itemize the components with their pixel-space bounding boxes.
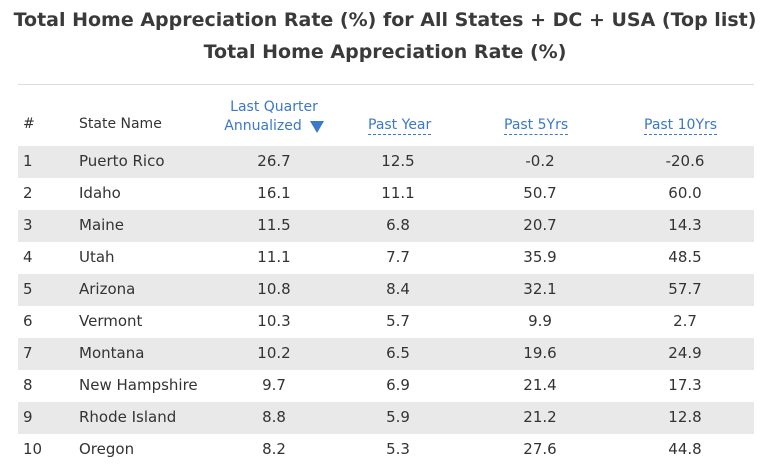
column-header-past-5yrs[interactable]: Past 5Yrs xyxy=(504,117,569,135)
table-row: 8 New Hampshire 9.7 6.9 21.4 17.3 xyxy=(18,370,754,402)
cell-past-5yrs: 21.2 xyxy=(523,408,557,426)
table-title: Total Home Appreciation Rate (%) xyxy=(203,41,567,63)
cell-past-5yrs: 50.7 xyxy=(523,184,557,202)
cell-past-5yrs: 35.9 xyxy=(523,248,557,266)
cell-rank: 2 xyxy=(23,184,33,202)
column-header-last-quarter-line2-text: Annualized xyxy=(224,118,302,134)
cell-past-year: 5.3 xyxy=(386,440,410,458)
cell-rank: 4 xyxy=(23,248,33,266)
column-header-rank: # xyxy=(23,116,35,132)
cell-last-quarter: 11.5 xyxy=(257,216,291,234)
cell-last-quarter: 11.1 xyxy=(257,248,291,266)
table-row: 7 Montana 10.2 6.5 19.6 24.9 xyxy=(18,338,754,370)
table-row: 5 Arizona 10.8 8.4 32.1 57.7 xyxy=(18,274,754,306)
cell-state-name: Vermont xyxy=(79,312,143,330)
cell-state-name: Utah xyxy=(79,248,115,266)
column-header-last-quarter-line2: Annualized xyxy=(214,117,334,136)
cell-past-5yrs: 19.6 xyxy=(523,344,557,362)
column-header-last-quarter-annualized[interactable]: Last Quarter Annualized xyxy=(214,98,334,136)
cell-past-10yrs: 14.3 xyxy=(668,216,702,234)
cell-past-10yrs: 44.8 xyxy=(668,440,702,458)
cell-rank: 8 xyxy=(23,376,33,394)
table-row: 2 Idaho 16.1 11.1 50.7 60.0 xyxy=(18,178,754,210)
cell-past-year: 5.9 xyxy=(386,408,410,426)
cell-past-year: 6.8 xyxy=(386,216,410,234)
cell-state-name: Oregon xyxy=(79,440,135,458)
page-title: Total Home Appreciation Rate (%) for All… xyxy=(13,9,757,31)
cell-state-name: Arizona xyxy=(79,280,136,298)
cell-rank: 1 xyxy=(23,152,33,170)
cell-state-name: Montana xyxy=(79,344,145,362)
column-header-state-name: State Name xyxy=(79,116,162,132)
table-body: 1 Puerto Rico 26.7 12.5 -0.2 -20.6 2 Idaho 16.1 1… xyxy=(18,146,754,466)
cell-past-10yrs: 57.7 xyxy=(668,280,702,298)
cell-rank: 6 xyxy=(23,312,33,330)
cell-past-year: 6.9 xyxy=(386,376,410,394)
sort-desc-triangle-icon[interactable] xyxy=(309,121,324,133)
column-header-past-year[interactable]: Past Year xyxy=(368,117,432,135)
cell-past-10yrs: 60.0 xyxy=(668,184,702,202)
cell-last-quarter: 26.7 xyxy=(257,152,291,170)
cell-rank: 3 xyxy=(23,216,33,234)
cell-past-year: 12.5 xyxy=(381,152,415,170)
cell-past-year: 5.7 xyxy=(386,312,410,330)
cell-past-10yrs: 48.5 xyxy=(668,248,702,266)
cell-past-5yrs: -0.2 xyxy=(525,152,555,170)
table-row: 9 Rhode Island 8.8 5.9 21.2 12.8 xyxy=(18,402,754,434)
cell-rank: 7 xyxy=(23,344,33,362)
cell-past-5yrs: 32.1 xyxy=(523,280,557,298)
cell-last-quarter: 9.7 xyxy=(262,376,286,394)
cell-past-5yrs: 9.9 xyxy=(528,312,552,330)
cell-last-quarter: 10.8 xyxy=(257,280,291,298)
header-divider xyxy=(18,84,754,85)
table-row: 4 Utah 11.1 7.7 35.9 48.5 xyxy=(18,242,754,274)
cell-last-quarter: 8.2 xyxy=(262,440,286,458)
cell-state-name: Maine xyxy=(79,216,125,234)
cell-rank: 10 xyxy=(23,440,43,458)
cell-past-10yrs: 2.7 xyxy=(673,312,697,330)
cell-last-quarter: 10.3 xyxy=(257,312,291,330)
cell-past-5yrs: 27.6 xyxy=(523,440,557,458)
cell-state-name: New Hampshire xyxy=(79,376,198,394)
column-header-past-10yrs[interactable]: Past 10Yrs xyxy=(644,117,718,135)
cell-past-year: 6.5 xyxy=(386,344,410,362)
cell-state-name: Rhode Island xyxy=(79,408,177,426)
cell-past-5yrs: 21.4 xyxy=(523,376,557,394)
cell-past-10yrs: 24.9 xyxy=(668,344,702,362)
table-row: 10 Oregon 8.2 5.3 27.6 44.8 xyxy=(18,434,754,466)
cell-past-10yrs: -20.6 xyxy=(665,152,705,170)
column-header-last-quarter-line1: Last Quarter xyxy=(230,99,318,115)
cell-past-year: 7.7 xyxy=(386,248,410,266)
cell-past-year: 11.1 xyxy=(381,184,415,202)
cell-rank: 9 xyxy=(23,408,33,426)
cell-last-quarter: 10.2 xyxy=(257,344,291,362)
cell-past-year: 8.4 xyxy=(386,280,410,298)
cell-past-10yrs: 17.3 xyxy=(668,376,702,394)
table-row: 3 Maine 11.5 6.8 20.7 14.3 xyxy=(18,210,754,242)
cell-state-name: Idaho xyxy=(79,184,121,202)
cell-past-10yrs: 12.8 xyxy=(668,408,702,426)
cell-rank: 5 xyxy=(23,280,33,298)
table-row: 1 Puerto Rico 26.7 12.5 -0.2 -20.6 xyxy=(18,146,754,178)
cell-last-quarter: 8.8 xyxy=(262,408,286,426)
cell-state-name: Puerto Rico xyxy=(79,152,165,170)
cell-last-quarter: 16.1 xyxy=(257,184,291,202)
cell-past-5yrs: 20.7 xyxy=(523,216,557,234)
table-row: 6 Vermont 10.3 5.7 9.9 2.7 xyxy=(18,306,754,338)
